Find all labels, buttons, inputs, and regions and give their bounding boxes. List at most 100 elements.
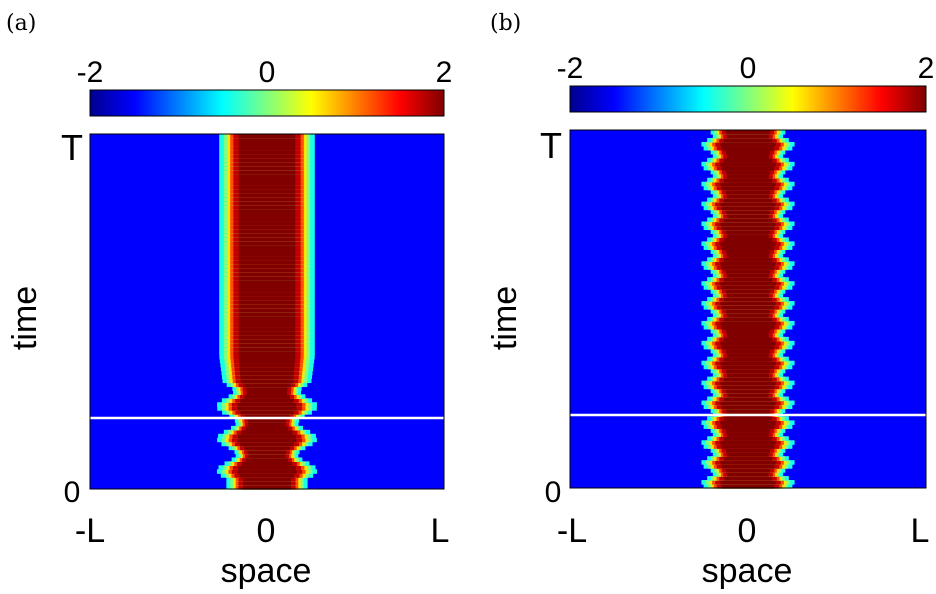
pulse-band — [723, 197, 773, 203]
colorbar-a: -2 0 2 — [77, 56, 452, 117]
pulse-band — [238, 134, 296, 139]
pulse-band — [725, 289, 771, 294]
heatmap-a — [89, 133, 445, 490]
x-tick-b-left: -L — [557, 512, 587, 550]
pulse-band — [725, 269, 771, 274]
pulse-band — [720, 301, 776, 306]
pulse-band — [238, 433, 296, 439]
pulse-band — [238, 161, 296, 167]
pulse-band — [237, 402, 297, 407]
pulse-band — [238, 307, 296, 313]
pulse-band — [725, 249, 771, 254]
pulse-band — [727, 312, 769, 318]
pulse-band — [721, 364, 775, 370]
pulse-band — [246, 457, 288, 462]
colorbar-gradient-b — [569, 85, 927, 113]
pulse-band — [240, 410, 294, 415]
pulse-band — [238, 193, 296, 198]
pulse-band — [723, 157, 773, 163]
pulse-band — [238, 145, 296, 151]
pulse-band — [723, 277, 773, 282]
pulse-band — [727, 233, 769, 238]
pulse-band — [727, 352, 769, 358]
pulse-band — [723, 297, 773, 302]
pulse-band — [238, 299, 296, 305]
pulse-band — [238, 149, 296, 155]
pulse-band — [725, 130, 771, 135]
pulse-band — [727, 293, 769, 298]
pulse-band — [725, 408, 771, 414]
pulse-strips-a — [216, 134, 318, 490]
pulse-band — [244, 445, 290, 451]
pulse-band — [727, 133, 769, 139]
pulse-band — [238, 268, 296, 273]
pulse-band — [725, 169, 771, 175]
panel-label-a: (a) — [6, 11, 36, 36]
pulse-band — [241, 461, 293, 466]
pulse-band — [238, 252, 296, 257]
colorbar-b: -2 0 2 — [557, 52, 934, 113]
colorbar-tick-a-mid: 0 — [259, 56, 276, 89]
pulse-band — [720, 221, 776, 227]
pulse-band — [238, 240, 296, 246]
pulse-band — [723, 316, 773, 322]
pulse-band — [720, 181, 776, 187]
pulse-band — [725, 229, 771, 235]
y-axis-label-a: time — [6, 286, 44, 350]
pulse-band — [725, 189, 771, 195]
heatmap-b — [569, 129, 927, 489]
pulse-band — [237, 437, 297, 443]
pulse-band — [238, 331, 296, 336]
pulse-band — [238, 335, 296, 340]
pulse-band — [723, 336, 773, 342]
pulse-band — [727, 332, 769, 338]
pulse-band — [723, 376, 773, 382]
pulse-band — [238, 244, 296, 249]
pulse-band — [725, 468, 771, 473]
pulse-band — [725, 149, 771, 155]
pulse-band — [246, 390, 288, 395]
y-tick-b-top: T — [540, 125, 562, 166]
pulse-band — [721, 404, 775, 410]
pulse-band — [240, 370, 294, 376]
pulse-band — [238, 169, 296, 175]
pulse-band — [245, 425, 289, 431]
pulse-band — [725, 388, 771, 394]
pulse-band — [238, 272, 296, 277]
colorbar-gradient-a — [89, 89, 445, 117]
pulse-band — [720, 460, 776, 465]
pulse-band — [720, 261, 776, 266]
panel-a: (a) -2 0 2 T 0 time -L 0 L space — [6, 11, 452, 590]
pulse-band — [242, 485, 292, 490]
pulse-band — [727, 372, 769, 378]
pulse-band — [238, 311, 296, 317]
pulse-band — [239, 366, 295, 372]
pulse-band — [721, 165, 775, 171]
pulse-band — [239, 473, 295, 478]
pulse-band — [727, 472, 769, 477]
heatmap-frame-b — [569, 129, 927, 489]
y-tick-b-bottom: 0 — [545, 476, 562, 509]
pulse-band — [238, 153, 296, 159]
pulse-band — [238, 350, 296, 356]
pulse-band — [238, 287, 296, 293]
pulse-band — [721, 484, 775, 489]
panel-b: (b) -2 0 2 T 0 time -L 0 L space — [486, 11, 934, 590]
pulse-band — [723, 456, 773, 461]
pulse-band — [727, 432, 769, 437]
pulse-band — [238, 248, 296, 253]
pulse-band — [723, 237, 773, 242]
colorbar-tick-b-min: -2 — [557, 52, 584, 85]
x-tick-a-left: -L — [75, 512, 105, 550]
x-tick-b-right: L — [911, 512, 930, 550]
x-tick-a-right: L — [431, 512, 450, 550]
pulse-band — [721, 344, 775, 350]
pulse-band — [238, 224, 296, 230]
y-axis-label-b: time — [486, 286, 524, 350]
pulse-band — [720, 161, 776, 167]
pulse-band — [238, 232, 296, 238]
pulse-band — [238, 256, 296, 261]
pulse-band — [248, 453, 286, 459]
pulse-band — [238, 276, 296, 281]
pulse-band — [721, 464, 775, 469]
